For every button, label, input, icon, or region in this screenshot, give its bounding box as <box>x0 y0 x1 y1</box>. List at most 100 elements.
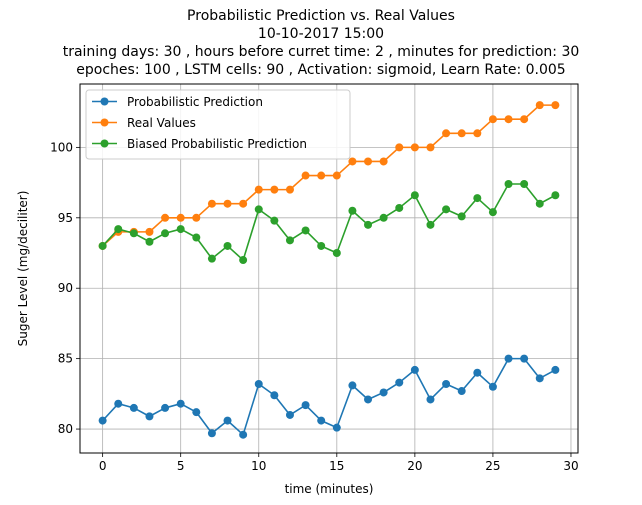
data-point <box>239 256 248 265</box>
y-tick-label: 100 <box>50 140 73 154</box>
chart-title-line: Probabilistic Prediction vs. Real Values <box>187 8 455 24</box>
legend-box <box>85 89 351 160</box>
data-point <box>457 129 466 138</box>
series-3 <box>98 179 560 265</box>
chart-title-line: 10-10-2017 15:00 <box>257 26 385 42</box>
data-point <box>410 143 419 152</box>
data-point <box>332 171 341 180</box>
series-line <box>102 357 556 436</box>
y-axis-label: Suger Level (mg/deciliter) <box>16 191 30 347</box>
data-point <box>239 430 248 439</box>
data-point <box>551 191 560 200</box>
data-point <box>176 399 185 408</box>
data-point <box>488 115 497 124</box>
data-point <box>270 216 279 225</box>
data-point <box>473 194 482 203</box>
data-point <box>239 199 248 208</box>
data-point <box>442 129 451 138</box>
data-point <box>520 115 529 124</box>
plot-frame <box>79 83 579 454</box>
data-point <box>520 354 529 363</box>
data-point <box>488 382 497 391</box>
data-point <box>207 199 216 208</box>
chart-title-line: epoches: 100 , LSTM cells: 90 , Activati… <box>76 62 566 78</box>
data-point <box>114 399 123 408</box>
x-tick-label: 20 <box>407 459 422 473</box>
data-point <box>535 101 544 110</box>
data-point <box>551 365 560 374</box>
data-point <box>301 171 310 180</box>
data-point <box>161 403 170 412</box>
data-point <box>504 179 513 188</box>
data-point <box>145 227 154 236</box>
data-point <box>301 226 310 235</box>
data-point <box>473 129 482 138</box>
data-point <box>535 199 544 208</box>
axis-ticks: 0 5 10 15 20 25 30 80 85 90 95 100 <box>50 140 579 473</box>
data-point <box>145 237 154 246</box>
legend-item: Real Values <box>92 116 196 130</box>
legend-label: Probabilistic Prediction <box>127 95 263 109</box>
data-point <box>145 412 154 421</box>
data-point <box>442 205 451 214</box>
data-point <box>504 115 513 124</box>
data-point <box>410 365 419 374</box>
data-point <box>379 388 388 397</box>
chart-title-line: training days: 30 , hours before curret … <box>62 44 580 60</box>
data-point <box>317 416 326 425</box>
data-point <box>426 395 435 404</box>
x-tick-label: 5 <box>177 459 185 473</box>
data-point <box>364 220 373 229</box>
y-tick-label: 90 <box>58 281 73 295</box>
data-point <box>364 157 373 166</box>
data-point <box>457 387 466 396</box>
data-point <box>129 229 138 238</box>
data-point <box>332 249 341 258</box>
data-point <box>332 423 341 432</box>
legend-swatch-marker <box>100 97 109 106</box>
data-point <box>364 395 373 404</box>
series-line <box>102 183 556 261</box>
data-point <box>504 354 513 363</box>
data-point <box>348 381 357 390</box>
chart-title: Probabilistic Prediction vs. Real Values… <box>0 7 642 79</box>
data-point <box>129 403 138 412</box>
y-tick-label: 95 <box>58 211 73 225</box>
data-point <box>379 157 388 166</box>
data-point <box>395 203 404 212</box>
data-point <box>207 429 216 438</box>
legend-item: Probabilistic Prediction <box>92 95 263 109</box>
data-point <box>379 213 388 222</box>
data-point <box>254 379 263 388</box>
data-point <box>192 233 201 242</box>
data-point <box>114 225 123 234</box>
data-point <box>426 220 435 229</box>
series-1 <box>98 354 560 439</box>
legend-swatch-marker <box>100 118 109 127</box>
data-point <box>176 225 185 234</box>
data-point <box>473 368 482 377</box>
data-point <box>348 157 357 166</box>
data-point <box>301 401 310 410</box>
legend: Probabilistic Prediction Real Values Biase… <box>85 89 351 160</box>
x-tick-label: 15 <box>329 459 344 473</box>
legend-item: Biased Probabilistic Prediction <box>92 137 307 151</box>
data-point <box>192 213 201 222</box>
data-point <box>457 212 466 221</box>
data-point <box>161 213 170 222</box>
x-tick-label: 0 <box>99 459 107 473</box>
data-point <box>395 378 404 387</box>
data-point <box>254 205 263 214</box>
data-point <box>442 379 451 388</box>
legend-label: Real Values <box>127 116 196 130</box>
data-point <box>317 241 326 250</box>
x-tick-label: 25 <box>485 459 500 473</box>
data-point <box>223 199 232 208</box>
data-point <box>223 241 232 250</box>
data-point <box>192 408 201 417</box>
data-point <box>317 171 326 180</box>
data-point <box>98 416 107 425</box>
data-point <box>285 410 294 419</box>
data-point <box>285 185 294 194</box>
data-point <box>348 206 357 215</box>
